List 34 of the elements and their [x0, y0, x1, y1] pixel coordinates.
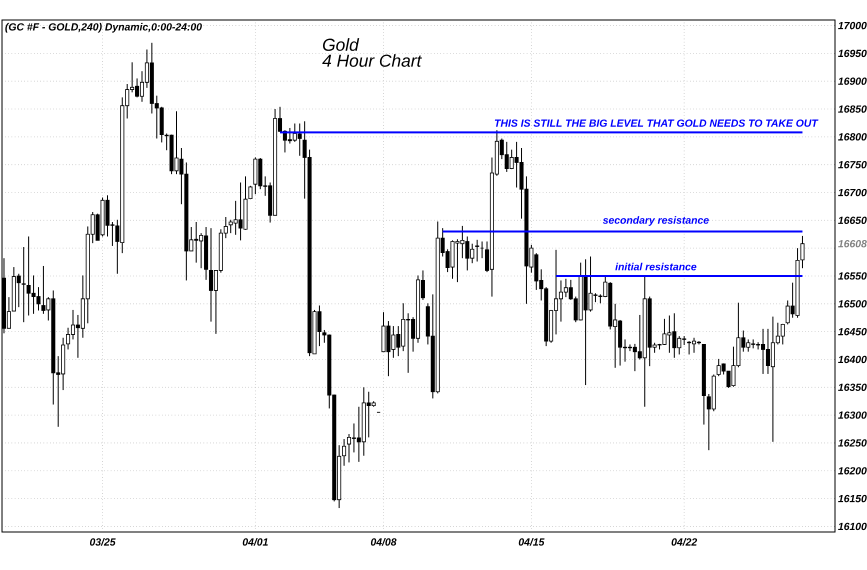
y-tick-label: 17000 [838, 22, 867, 30]
text: Gold [323, 38, 360, 51]
annotation: initial resistance [615, 262, 696, 270]
y-tick-label: 16850 [838, 105, 867, 113]
annotation: secondary resistance [602, 216, 709, 226]
y-tick-label: 16550 [838, 272, 867, 280]
y-tick-label: 16950 [838, 50, 867, 58]
annotation: (GC #F - GOLD,240) Dynamic,0:00-24:00 [5, 22, 202, 33]
y-tick-label: 16450 [838, 328, 867, 336]
text: 16608 [838, 240, 867, 248]
y-tick-label: 16900 [838, 78, 867, 85]
y-tick-label: 16400 [838, 356, 867, 364]
x-tick-label: 04/01 [242, 538, 268, 546]
candlestick [248, 185, 252, 200]
y-tick-label: 16150 [838, 494, 867, 502]
y-tick-label: 16800 [838, 133, 867, 141]
x-tick-label: 04/08 [370, 538, 397, 546]
y-tick-label: 16200 [838, 467, 867, 474]
y-tick-label: 16700 [838, 188, 867, 196]
annotation: THIS IS STILL THE BIG LEVEL THAT GOLD NEEDS TO TAKE OUT [494, 119, 818, 127]
y-tick-label: 16750 [838, 161, 867, 168]
text: 4 Hour Chart [322, 54, 422, 67]
candlestick [342, 438, 346, 466]
candlestick [475, 239, 480, 262]
x-tick-label: 03/25 [90, 538, 116, 546]
y-tick-label: 16100 [838, 522, 867, 530]
y-tick-label: 16650 [838, 216, 867, 224]
x-tick-label: 04/15 [518, 538, 544, 546]
y-tick-label: 16350 [838, 384, 867, 391]
candlestick [800, 235, 804, 269]
y-tick-label: 16250 [838, 439, 867, 447]
y-tick-label: 16500 [838, 300, 867, 308]
x-tick-label: 04/22 [672, 538, 698, 546]
y-tick-label: 16300 [838, 411, 867, 419]
